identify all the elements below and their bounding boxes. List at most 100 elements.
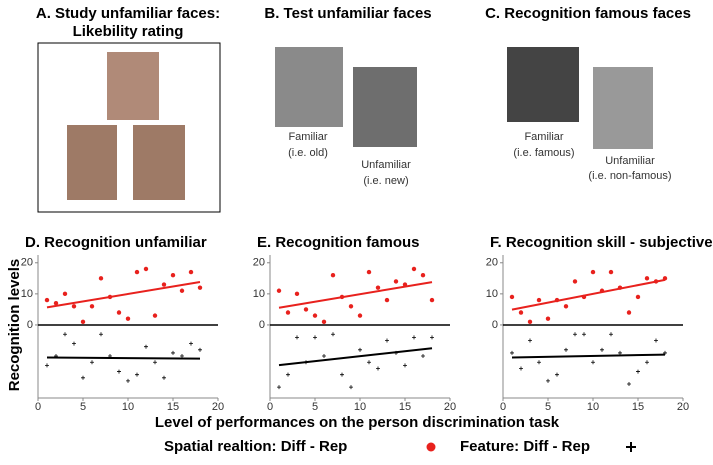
- caption: Familiar: [524, 131, 563, 143]
- point: [663, 350, 667, 355]
- x-tick-label: 10: [354, 401, 366, 413]
- caption: (i.e. non-famous): [588, 170, 671, 182]
- photo: [107, 52, 159, 120]
- chart-title: D. Recognition unfamiliar: [25, 234, 207, 251]
- point: [322, 354, 326, 359]
- caption: (i.e. old): [288, 147, 328, 159]
- trend-line: [278, 347, 433, 367]
- point: [170, 273, 176, 278]
- panel-title: C. Recognition famous faces: [485, 5, 691, 22]
- point: [331, 332, 335, 337]
- x-tick-label: 20: [212, 401, 224, 413]
- point: [590, 269, 596, 275]
- caption: Unfamiliar: [361, 159, 411, 171]
- point: [384, 297, 390, 303]
- point: [143, 266, 149, 272]
- point: [617, 285, 623, 290]
- point: [295, 335, 299, 340]
- point: [276, 288, 282, 293]
- point: [412, 335, 416, 340]
- point: [555, 372, 559, 377]
- point: [304, 360, 308, 365]
- point: [563, 304, 569, 309]
- photo: [133, 125, 185, 200]
- x-tick-label: 15: [167, 401, 179, 413]
- point: [599, 288, 605, 293]
- point: [421, 354, 425, 359]
- point: [171, 350, 175, 355]
- point: [376, 366, 380, 371]
- point: [71, 304, 77, 309]
- point: [277, 385, 281, 390]
- point: [366, 269, 372, 275]
- point: [197, 285, 203, 290]
- point: [519, 366, 523, 371]
- point: [125, 316, 131, 321]
- point: [402, 282, 408, 287]
- x-tick-label: 5: [545, 401, 551, 413]
- point: [581, 294, 587, 300]
- point: [509, 294, 515, 300]
- point: [313, 335, 317, 340]
- y-tick-label: 10: [486, 288, 498, 300]
- x-tick-label: 0: [500, 401, 506, 413]
- point: [375, 285, 381, 290]
- panel-title: Likebility rating: [73, 23, 184, 40]
- panel-title: A. Study unfamiliar faces:: [36, 5, 220, 22]
- point: [518, 310, 524, 315]
- point: [618, 350, 622, 355]
- y-tick-label: 20: [253, 257, 265, 269]
- x-tick-label: 10: [587, 401, 599, 413]
- point: [348, 304, 354, 309]
- y-tick-label: 0: [259, 319, 265, 331]
- point: [635, 294, 641, 300]
- point: [45, 363, 49, 368]
- point: [330, 273, 336, 278]
- y-tick-label: 20: [486, 257, 498, 269]
- point: [645, 360, 649, 365]
- point: [152, 313, 158, 318]
- point: [394, 350, 398, 355]
- point: [357, 313, 363, 318]
- point: [62, 291, 68, 297]
- x-tick-label: 10: [122, 401, 134, 413]
- point: [285, 310, 291, 315]
- point: [162, 375, 166, 380]
- point: [420, 273, 426, 278]
- x-tick-label: 15: [632, 401, 644, 413]
- point: [99, 332, 103, 337]
- point: [126, 378, 130, 383]
- point: [53, 300, 59, 306]
- point: [188, 269, 194, 275]
- photo: [67, 125, 117, 200]
- point: [367, 360, 371, 365]
- point: [546, 378, 550, 383]
- point: [98, 276, 104, 281]
- photo: [593, 67, 653, 149]
- point: [161, 282, 167, 287]
- point: [72, 341, 76, 346]
- photo: [353, 67, 417, 147]
- point: [189, 341, 193, 346]
- caption: Familiar: [288, 131, 327, 143]
- point: [90, 360, 94, 365]
- point: [117, 369, 121, 374]
- caption: (i.e. famous): [513, 147, 574, 159]
- trend-line: [511, 278, 666, 311]
- point: [294, 291, 300, 297]
- y-tick-label: 20: [21, 257, 33, 269]
- point: [179, 288, 185, 293]
- x-tick-label: 20: [444, 401, 456, 413]
- point: [198, 347, 202, 352]
- point: [385, 338, 389, 343]
- point: [429, 297, 435, 303]
- point: [116, 310, 122, 315]
- point: [600, 347, 604, 352]
- point: [134, 269, 140, 275]
- point: [321, 319, 327, 325]
- trend-line: [278, 281, 433, 309]
- y-tick-label: 0: [27, 319, 33, 331]
- point: [609, 332, 613, 337]
- y-tick-label: 10: [21, 288, 33, 300]
- point: [135, 372, 139, 377]
